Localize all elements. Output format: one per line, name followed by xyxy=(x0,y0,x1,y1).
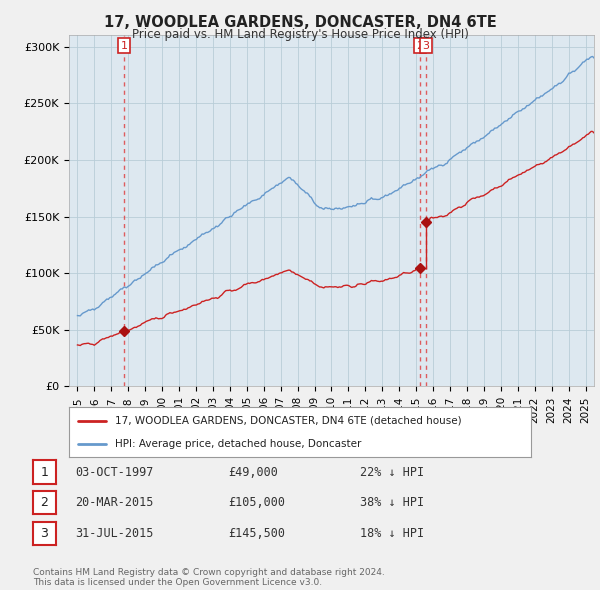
Text: 3: 3 xyxy=(40,527,49,540)
Text: 03-OCT-1997: 03-OCT-1997 xyxy=(75,466,154,478)
Text: £105,000: £105,000 xyxy=(228,496,285,509)
Text: 38% ↓ HPI: 38% ↓ HPI xyxy=(360,496,424,509)
Text: 2: 2 xyxy=(40,496,49,509)
Text: 22% ↓ HPI: 22% ↓ HPI xyxy=(360,466,424,478)
Text: 31-JUL-2015: 31-JUL-2015 xyxy=(75,527,154,540)
Text: Contains HM Land Registry data © Crown copyright and database right 2024.
This d: Contains HM Land Registry data © Crown c… xyxy=(33,568,385,587)
Text: £145,500: £145,500 xyxy=(228,527,285,540)
Text: 1: 1 xyxy=(40,466,49,478)
Text: Price paid vs. HM Land Registry's House Price Index (HPI): Price paid vs. HM Land Registry's House … xyxy=(131,28,469,41)
Text: 18% ↓ HPI: 18% ↓ HPI xyxy=(360,527,424,540)
Text: 1: 1 xyxy=(121,41,128,51)
Text: HPI: Average price, detached house, Doncaster: HPI: Average price, detached house, Donc… xyxy=(115,439,362,449)
Text: 2: 2 xyxy=(416,41,424,51)
Text: 17, WOODLEA GARDENS, DONCASTER, DN4 6TE: 17, WOODLEA GARDENS, DONCASTER, DN4 6TE xyxy=(104,15,496,30)
Text: 20-MAR-2015: 20-MAR-2015 xyxy=(75,496,154,509)
Text: £49,000: £49,000 xyxy=(228,466,278,478)
Text: 17, WOODLEA GARDENS, DONCASTER, DN4 6TE (detached house): 17, WOODLEA GARDENS, DONCASTER, DN4 6TE … xyxy=(115,415,462,425)
Text: 3: 3 xyxy=(422,41,430,51)
